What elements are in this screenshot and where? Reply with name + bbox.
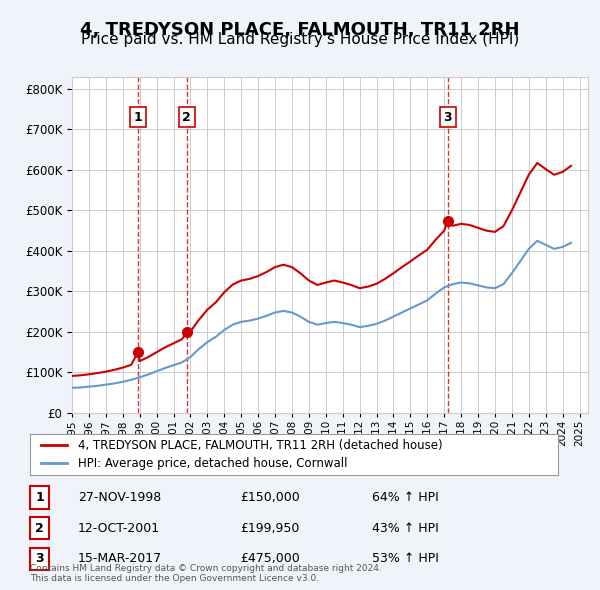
Text: 3: 3: [443, 110, 452, 123]
Text: 43% ↑ HPI: 43% ↑ HPI: [372, 522, 439, 535]
Text: 4, TREDYSON PLACE, FALMOUTH, TR11 2RH (detached house): 4, TREDYSON PLACE, FALMOUTH, TR11 2RH (d…: [77, 439, 442, 452]
Text: 64% ↑ HPI: 64% ↑ HPI: [372, 491, 439, 504]
Text: £199,950: £199,950: [240, 522, 299, 535]
Text: £475,000: £475,000: [240, 552, 300, 565]
Text: HPI: Average price, detached house, Cornwall: HPI: Average price, detached house, Corn…: [77, 457, 347, 470]
Text: Price paid vs. HM Land Registry's House Price Index (HPI): Price paid vs. HM Land Registry's House …: [81, 32, 519, 47]
Text: 2: 2: [182, 110, 191, 123]
Text: 53% ↑ HPI: 53% ↑ HPI: [372, 552, 439, 565]
Text: 12-OCT-2001: 12-OCT-2001: [78, 522, 160, 535]
Text: 27-NOV-1998: 27-NOV-1998: [78, 491, 161, 504]
Text: 15-MAR-2017: 15-MAR-2017: [78, 552, 162, 565]
Text: 3: 3: [35, 552, 44, 565]
Text: 1: 1: [134, 110, 142, 123]
Text: Contains HM Land Registry data © Crown copyright and database right 2024.
This d: Contains HM Land Registry data © Crown c…: [30, 563, 382, 583]
Text: £150,000: £150,000: [240, 491, 300, 504]
Text: 4, TREDYSON PLACE, FALMOUTH, TR11 2RH: 4, TREDYSON PLACE, FALMOUTH, TR11 2RH: [80, 21, 520, 39]
Text: 2: 2: [35, 522, 44, 535]
Text: 1: 1: [35, 491, 44, 504]
